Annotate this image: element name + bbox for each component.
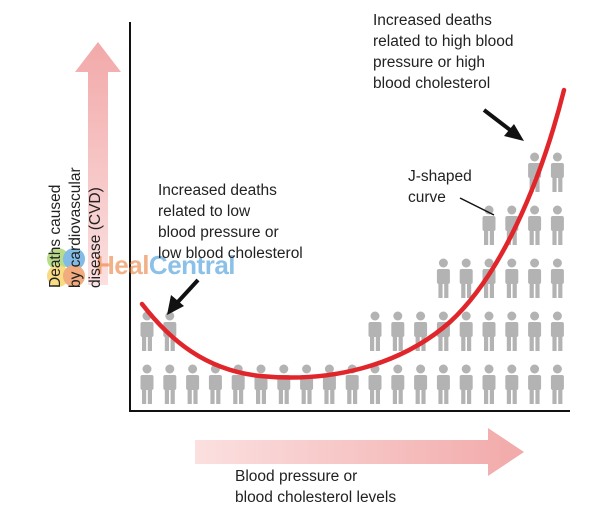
axes bbox=[129, 22, 570, 412]
x-direction-arrow bbox=[195, 428, 524, 476]
person-icon bbox=[528, 258, 542, 298]
person-icon bbox=[186, 364, 200, 404]
low-annotation-text: Increased deaths related to low blood pr… bbox=[158, 182, 303, 262]
person-icon bbox=[528, 311, 542, 351]
person-icon bbox=[505, 364, 519, 404]
person-icon bbox=[459, 364, 473, 404]
person-icon bbox=[550, 258, 564, 298]
person-icon bbox=[163, 364, 177, 404]
watermark-text: HealCentral bbox=[96, 250, 236, 281]
y-direction-arrow bbox=[75, 42, 121, 285]
person-icon bbox=[459, 311, 473, 351]
person-icon bbox=[414, 364, 428, 404]
person-icon bbox=[550, 205, 564, 245]
person-icon bbox=[482, 311, 496, 351]
person-icon bbox=[482, 364, 496, 404]
person-icon bbox=[208, 364, 222, 404]
person-icon bbox=[436, 258, 450, 298]
person-icon bbox=[140, 311, 154, 351]
person-icon bbox=[505, 311, 519, 351]
person-icon bbox=[482, 205, 496, 245]
j-curve-label-leader bbox=[459, 197, 495, 216]
x-axis-title: Blood pressure or blood cholesterol leve… bbox=[235, 468, 397, 506]
person-icon bbox=[300, 364, 314, 404]
y-axis-title: Deaths caused by cardiovascular disease … bbox=[47, 167, 104, 288]
person-icon bbox=[505, 258, 519, 298]
person-icon bbox=[368, 364, 382, 404]
person-icon bbox=[459, 258, 473, 298]
person-icon bbox=[528, 364, 542, 404]
person-icon bbox=[550, 152, 564, 192]
person-icon bbox=[254, 364, 268, 404]
j-curve-line bbox=[139, 87, 567, 380]
healcentral-logo-icon bbox=[47, 248, 85, 287]
high-annotation-arrow bbox=[482, 108, 524, 141]
person-icon bbox=[391, 364, 405, 404]
person-icon bbox=[550, 311, 564, 351]
person-icon bbox=[528, 205, 542, 245]
person-icon bbox=[391, 311, 405, 351]
person-icon bbox=[322, 364, 336, 404]
person-icon bbox=[140, 364, 154, 404]
low-annotation-arrow bbox=[167, 278, 200, 315]
person-icon bbox=[231, 364, 245, 404]
person-icon bbox=[550, 364, 564, 404]
watermark-part2: Central bbox=[148, 250, 236, 280]
j-curve-label: J-shaped curve bbox=[408, 168, 472, 206]
person-icon bbox=[368, 311, 382, 351]
person-icon bbox=[436, 364, 450, 404]
person-icon bbox=[277, 364, 291, 404]
watermark-part1: Heal bbox=[96, 250, 149, 280]
high-annotation-text: Increased deaths related to high blood p… bbox=[373, 12, 514, 92]
